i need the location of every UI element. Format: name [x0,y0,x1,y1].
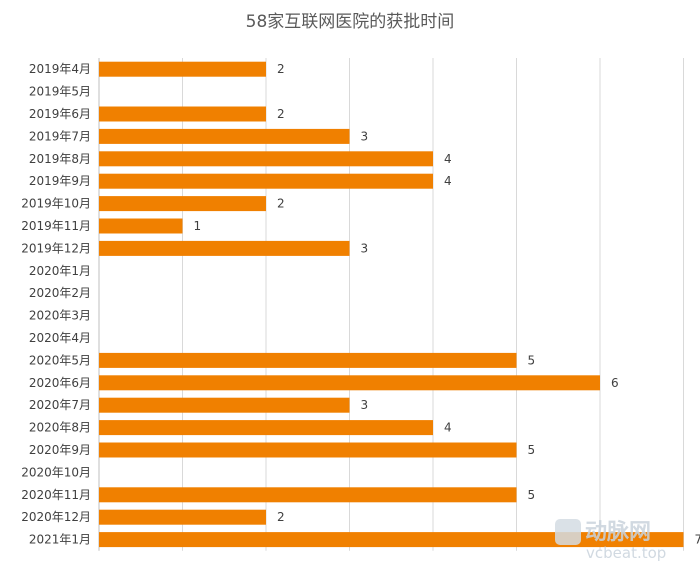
value-label: 3 [361,398,369,412]
category-label: 2020年9月 [29,443,91,457]
bar [99,61,266,77]
category-label: 2020年3月 [29,309,91,323]
value-label: 4 [444,152,452,166]
value-label: 3 [361,241,369,255]
watermark-site-text: vcbeat.top [586,544,666,562]
value-label: 3 [361,129,369,143]
value-label: 2 [277,107,285,121]
bar [99,532,684,548]
bars [99,61,684,548]
category-label: 2019年5月 [29,85,91,99]
category-label: 2020年8月 [29,421,91,435]
watermark-logo-text: 动脉网 [585,520,651,545]
value-label: 5 [528,443,536,457]
bar [99,173,433,189]
category-label: 2019年8月 [29,152,91,166]
bar [99,509,266,525]
bar [99,218,183,234]
chart-title: 58家互联网医院的获批时间 [246,12,455,32]
category-label: 2019年10月 [21,197,91,211]
category-label: 2020年4月 [29,331,91,345]
category-label: 2020年1月 [29,264,91,278]
value-label: 1 [194,219,202,233]
category-label: 2019年9月 [29,174,91,188]
category-label: 2020年10月 [21,465,91,479]
bar [99,151,433,167]
category-label: 2019年6月 [29,107,91,121]
category-label: 2020年2月 [29,286,91,300]
watermark: 动脉网 vcbeat.top [555,519,666,562]
category-label: 2020年5月 [29,353,91,367]
value-label: 5 [528,488,536,502]
bar [99,352,517,368]
category-label: 2020年11月 [21,488,91,502]
bar [99,397,350,413]
bar [99,442,517,458]
category-label: 2019年4月 [29,62,91,76]
category-label: 2019年12月 [21,241,91,255]
value-label: 5 [528,353,536,367]
category-label: 2019年7月 [29,129,91,143]
bar [99,487,517,503]
value-label: 6 [611,376,619,390]
category-label: 2020年7月 [29,398,91,412]
value-label: 4 [444,174,452,188]
bar [99,106,266,122]
bar [99,196,266,212]
bar [99,375,600,391]
value-label: 2 [277,62,285,76]
category-labels: 2019年4月 2019年5月 2019年6月 2019年7月 2019年8月 2019年… [21,62,91,546]
watermark-logo-icon [555,519,581,545]
bar [99,240,350,256]
bar [99,128,350,144]
category-label: 2021年1月 [29,533,91,547]
bar [99,420,433,436]
category-label: 2019年11月 [21,219,91,233]
category-label: 2020年6月 [29,376,91,390]
value-label: 2 [277,510,285,524]
value-label: 4 [444,421,452,435]
value-label: 7 [695,533,700,547]
category-label: 2020年12月 [21,510,91,524]
value-label: 2 [277,197,285,211]
value-labels: 2 2 3 4 4 2 1 3 5 6 3 4 5 5 2 7 [194,62,700,546]
